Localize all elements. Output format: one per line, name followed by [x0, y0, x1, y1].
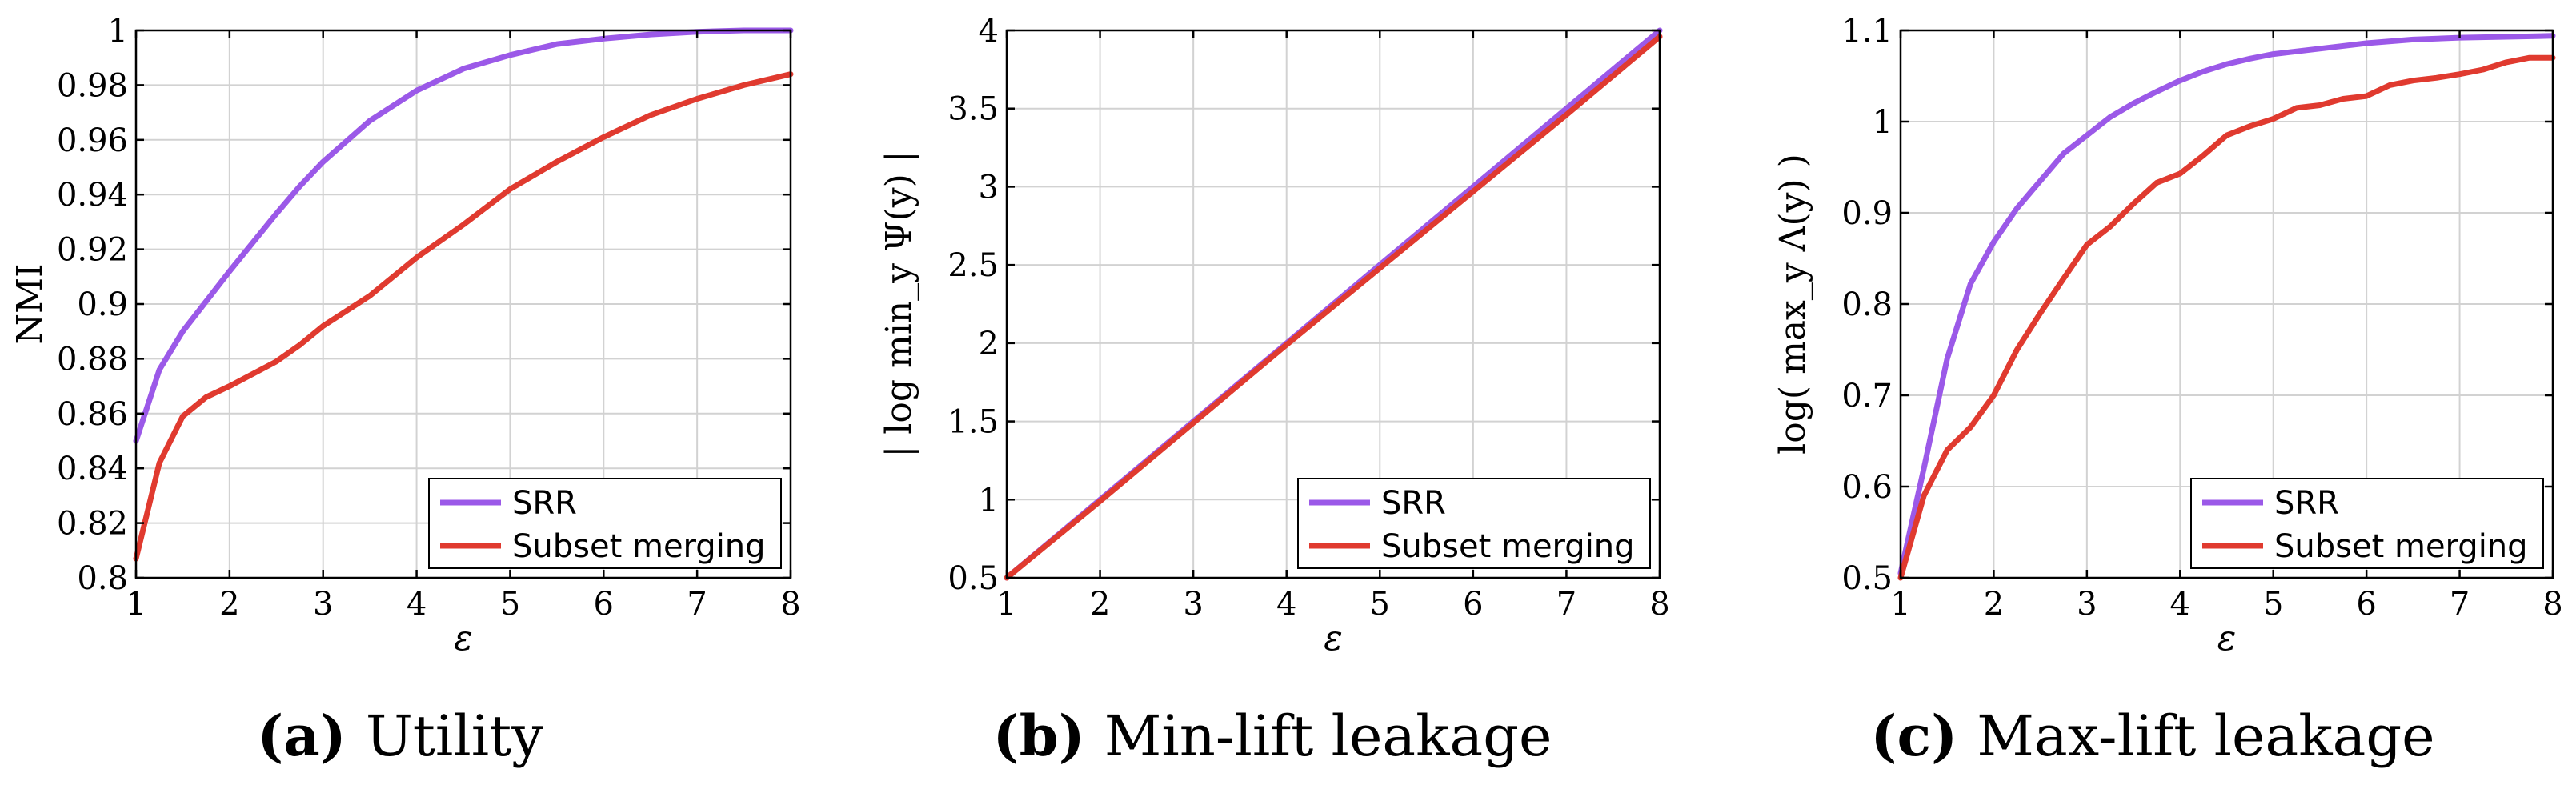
- legend-label: SRR: [2274, 485, 2339, 522]
- x-tick-label: 1: [126, 586, 146, 623]
- legend: SRR Subset merging: [1297, 478, 1651, 569]
- y-tick-label: 0.94: [57, 177, 128, 214]
- panel-caption: (a) Utility: [257, 703, 543, 769]
- legend-box: [1297, 478, 1651, 569]
- y-tick-label: 4: [979, 13, 999, 50]
- panel-utility: 1 2 3 4 5 6 7 8 0.8 0.82 0.84 0.86 0.88 0.9 0.92 0.94 0.…: [10, 13, 801, 769]
- caption-letter: (b): [993, 703, 1085, 769]
- x-tick-label: 1: [996, 586, 1016, 623]
- x-tick-label: 6: [2356, 586, 2376, 623]
- caption-text: Utility: [366, 703, 543, 769]
- y-tick-label: 1: [108, 13, 128, 50]
- y-tick-label: 1.5: [947, 404, 999, 441]
- y-tick-label: 1.1: [1841, 13, 1893, 50]
- y-tick-label: 1: [979, 482, 999, 519]
- series-line-subset-merging: [133, 71, 794, 562]
- y-tick-label: 0.6: [1841, 469, 1893, 506]
- x-tick-label: 4: [2170, 586, 2190, 623]
- series-line-subset-merging: [1897, 54, 2556, 581]
- x-tick-label: 7: [1556, 586, 1576, 623]
- x-axis-label: ε: [2217, 618, 2237, 659]
- panel-min-lift-leakage: 1 2 3 4 5 6 7 80.511.522.533.54ε| log min_y Ψ(y…: [879, 13, 1670, 769]
- legend-label: SRR: [512, 485, 577, 522]
- y-tick-label: 2.5: [947, 247, 999, 284]
- y-tick-label: 0.8: [1841, 286, 1893, 323]
- y-tick-label: 3.5: [947, 91, 999, 128]
- legend-label: Subset merging: [1381, 528, 1635, 565]
- x-axis-label: ε: [1324, 618, 1343, 659]
- x-tick-label: 2: [219, 586, 239, 623]
- x-tick-label: 3: [313, 586, 333, 623]
- y-tick-label: 0.92: [57, 232, 128, 269]
- legend-label: Subset merging: [512, 528, 766, 565]
- y-tick-label: 1: [1873, 104, 1893, 141]
- x-tick-label: 1: [1890, 586, 1910, 623]
- x-tick-label: 5: [1370, 586, 1390, 623]
- plot-frame: [1005, 29, 1661, 579]
- y-tick-label: 0.84: [57, 451, 128, 487]
- legend-box: [428, 478, 782, 569]
- y-tick-label: 0.5: [1841, 560, 1893, 597]
- caption-text: Max-lift leakage: [1977, 703, 2434, 769]
- x-tick-label: 4: [407, 586, 427, 623]
- y-tick-label: 0.82: [57, 506, 128, 543]
- panel-caption: (b) Min-lift leakage: [993, 703, 1552, 769]
- y-tick-label: 0.5: [947, 560, 999, 597]
- x-tick-label: 3: [2077, 586, 2097, 623]
- x-axis-label: ε: [454, 618, 473, 659]
- x-tick-label: 6: [1463, 586, 1483, 623]
- grid: [135, 30, 791, 579]
- x-tick-label: 7: [687, 586, 707, 623]
- y-tick-label: 3: [979, 169, 999, 206]
- x-tick-label: 3: [1183, 586, 1203, 623]
- caption-letter: (a): [257, 703, 347, 769]
- y-tick-label: 0.98: [57, 67, 128, 104]
- series-line-subset-merging: [1004, 34, 1663, 581]
- y-tick-label: 0.9: [77, 286, 128, 323]
- x-tick-label: 4: [1276, 586, 1296, 623]
- x-tick-label: 6: [594, 586, 614, 623]
- x-tick-label: 2: [1090, 586, 1110, 623]
- y-axis-label: NMI: [10, 264, 50, 345]
- series-line-srr: [133, 27, 794, 444]
- caption-text: Min-lift leakage: [1104, 703, 1552, 769]
- x-tick-label: 8: [2542, 586, 2562, 623]
- legend: SRR Subset merging: [428, 478, 782, 569]
- y-axis-label: log( max_y Λ(y) ): [1773, 154, 1813, 455]
- y-tick-label: 0.88: [57, 341, 128, 378]
- legend-box: [2190, 478, 2544, 569]
- legend-label: Subset merging: [2274, 528, 2528, 565]
- y-tick-label: 0.96: [57, 122, 128, 159]
- y-tick-label: 0.9: [1841, 195, 1893, 232]
- y-tick-label: 0.7: [1841, 378, 1893, 415]
- x-tick-label: 8: [780, 586, 800, 623]
- y-tick-label: 0.86: [57, 396, 128, 433]
- series-line-srr: [1897, 33, 2556, 576]
- legend: SRR Subset merging: [2190, 478, 2544, 569]
- x-tick-label: 5: [500, 586, 520, 623]
- panel-caption: (c) Max-lift leakage: [1870, 703, 2434, 769]
- panel-max-lift-leakage: 1 2 3 4 5 6 7 8 0.5 0.6 0.7 0.8 0.9 1 1.1 ε log( max_y Λ…: [1773, 13, 2563, 769]
- y-tick-label: 2: [979, 326, 999, 362]
- legend-label: SRR: [1381, 485, 1446, 522]
- y-tick-label: 0.8: [77, 560, 128, 597]
- x-tick-label: 2: [1984, 586, 2004, 623]
- x-tick-label: 7: [2450, 586, 2470, 623]
- y-axis-label: | log min_y Ψ(y) |: [879, 150, 919, 457]
- caption-letter: (c): [1870, 703, 1957, 769]
- x-tick-label: 8: [1649, 586, 1669, 623]
- x-tick-label: 5: [2263, 586, 2283, 623]
